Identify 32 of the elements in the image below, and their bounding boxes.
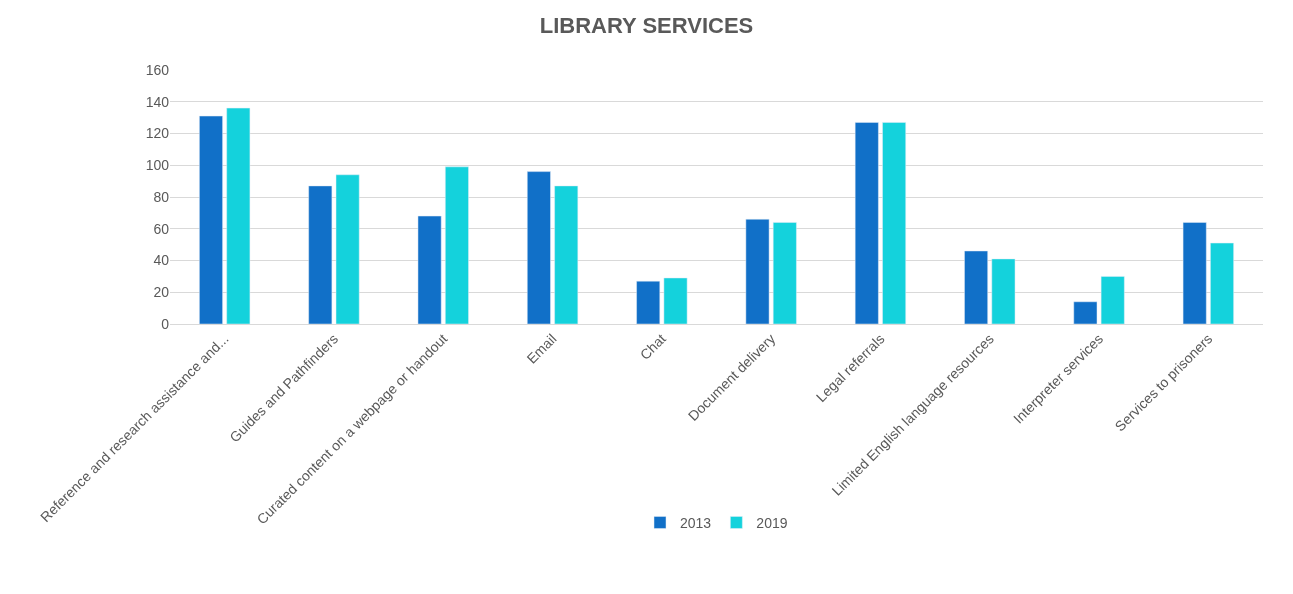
bar xyxy=(1210,242,1234,324)
y-tick-label: 60 xyxy=(153,220,170,237)
bar xyxy=(964,250,988,324)
y-tick-label: 120 xyxy=(145,125,170,142)
bar xyxy=(308,185,333,324)
y-tick-label: 0 xyxy=(161,315,170,332)
legend-label: 2013 xyxy=(680,514,712,531)
bar xyxy=(554,185,579,324)
y-tick-label: 100 xyxy=(145,157,170,174)
bar xyxy=(772,222,797,324)
bar xyxy=(226,107,251,324)
chart-title: LIBRARY SERVICES xyxy=(539,13,754,39)
bar xyxy=(991,258,1016,324)
y-tick-label: 80 xyxy=(153,188,170,205)
bar xyxy=(854,122,879,324)
bar xyxy=(636,280,661,324)
bar xyxy=(663,277,688,324)
y-tick-label: 140 xyxy=(145,93,170,110)
bar xyxy=(445,166,469,324)
bar xyxy=(527,171,551,324)
bar xyxy=(1182,222,1207,324)
bar xyxy=(745,218,770,324)
y-tick-label: 160 xyxy=(145,61,170,78)
bar xyxy=(1073,301,1098,324)
bar xyxy=(882,122,906,324)
legend-label: 2019 xyxy=(756,514,788,531)
y-tick-label: 20 xyxy=(153,284,170,301)
bar xyxy=(1100,276,1125,324)
y-tick-label: 40 xyxy=(153,252,170,269)
bar xyxy=(335,174,360,324)
bar xyxy=(417,215,442,324)
bar xyxy=(199,115,223,324)
